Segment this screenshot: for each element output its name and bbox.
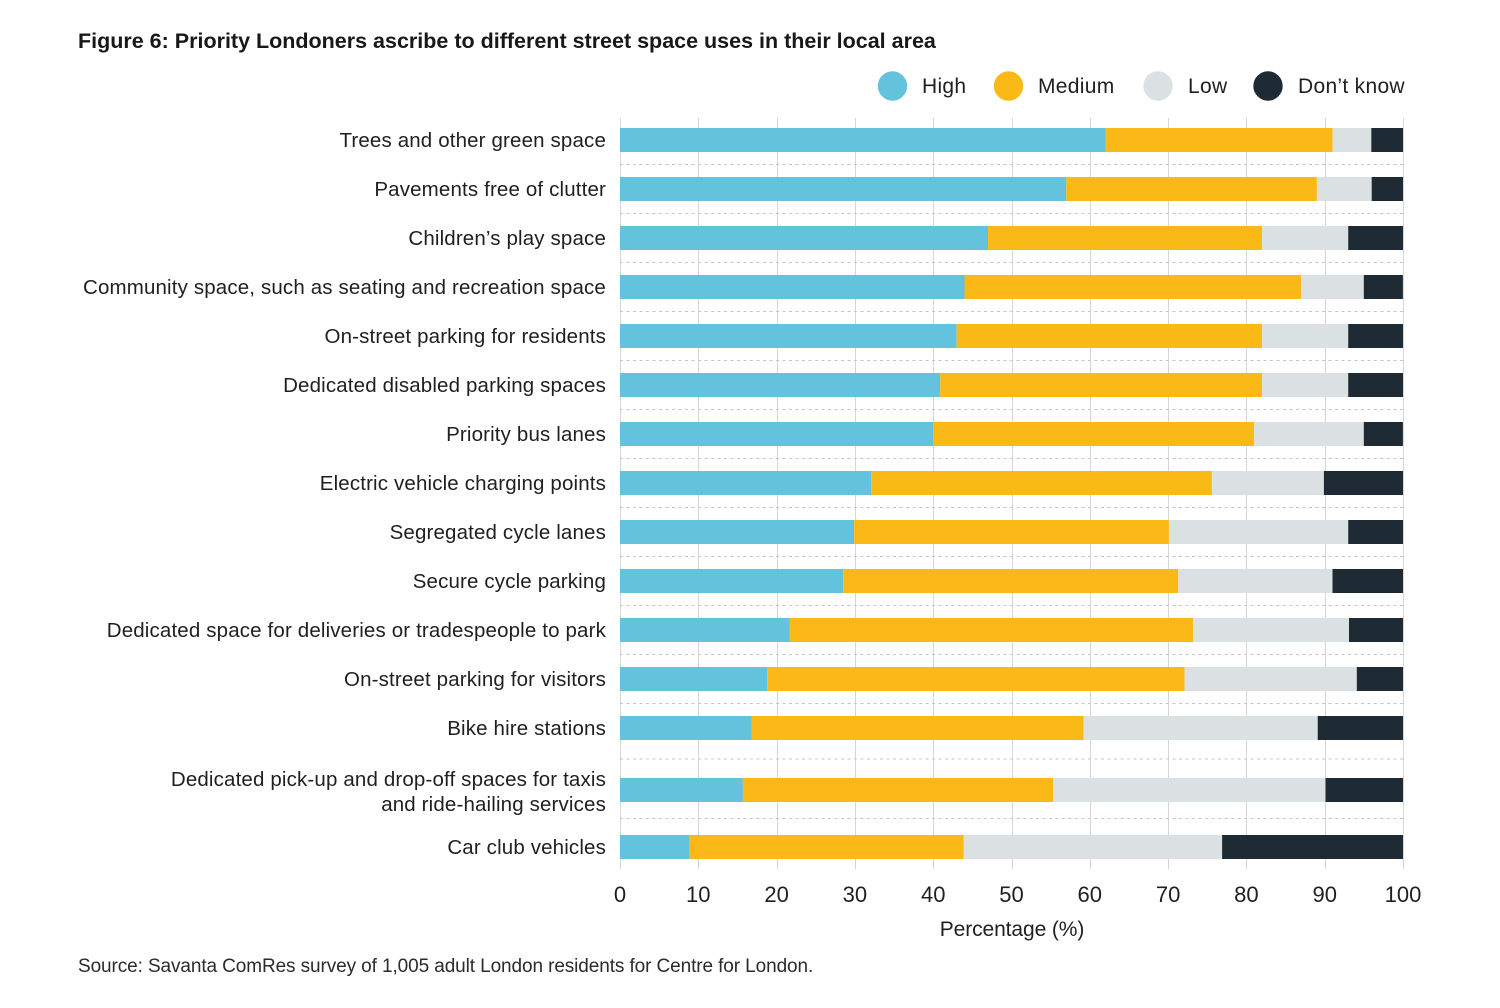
svg-text:Pavements free of clutter: Pavements free of clutter xyxy=(374,178,606,201)
svg-text:50: 50 xyxy=(999,882,1023,907)
svg-text:Medium: Medium xyxy=(1038,75,1115,98)
svg-text:On-street parking for resident: On-street parking for residents xyxy=(324,325,606,348)
svg-text:Electric vehicle charging poin: Electric vehicle charging points xyxy=(320,472,606,495)
svg-text:70: 70 xyxy=(1156,882,1180,907)
svg-text:80: 80 xyxy=(1234,882,1258,907)
svg-text:Segregated cycle lanes: Segregated cycle lanes xyxy=(390,521,606,544)
svg-text:Secure cycle parking: Secure cycle parking xyxy=(413,570,606,593)
svg-text:20: 20 xyxy=(764,882,788,907)
svg-text:Source: Savanta ComRes survey: Source: Savanta ComRes survey of 1,005 a… xyxy=(78,956,813,977)
svg-text:Community space, such as seati: Community space, such as seating and rec… xyxy=(83,276,606,299)
svg-text:0: 0 xyxy=(614,882,626,907)
svg-text:Dedicated space for deliveries: Dedicated space for deliveries or trades… xyxy=(107,619,607,642)
svg-text:90: 90 xyxy=(1312,882,1336,907)
svg-text:60: 60 xyxy=(1078,882,1102,907)
svg-text:Figure 6: Priority Londoners a: Figure 6: Priority Londoners ascribe to … xyxy=(78,29,937,53)
svg-text:Children’s play space: Children’s play space xyxy=(408,227,606,250)
svg-text:and ride-hailing services: and ride-hailing services xyxy=(381,793,606,816)
svg-text:10: 10 xyxy=(686,882,710,907)
svg-text:100: 100 xyxy=(1385,882,1422,907)
svg-text:Low: Low xyxy=(1188,75,1228,98)
svg-text:40: 40 xyxy=(921,882,945,907)
svg-text:Car club vehicles: Car club vehicles xyxy=(447,836,606,859)
svg-text:30: 30 xyxy=(843,882,867,907)
svg-text:Priority bus lanes: Priority bus lanes xyxy=(446,423,606,446)
svg-text:On-street parking for visitors: On-street parking for visitors xyxy=(344,668,606,691)
svg-text:Bike hire stations: Bike hire stations xyxy=(447,717,606,740)
svg-text:Dedicated disabled parking spa: Dedicated disabled parking spaces xyxy=(283,374,606,397)
svg-text:Percentage (%): Percentage (%) xyxy=(940,918,1085,941)
svg-text:Dedicated pick-up and drop-off: Dedicated pick-up and drop-off spaces fo… xyxy=(171,768,606,791)
svg-text:Trees and other green space: Trees and other green space xyxy=(339,129,606,152)
svg-text:Don’t know: Don’t know xyxy=(1298,75,1405,98)
svg-text:High: High xyxy=(922,75,966,98)
